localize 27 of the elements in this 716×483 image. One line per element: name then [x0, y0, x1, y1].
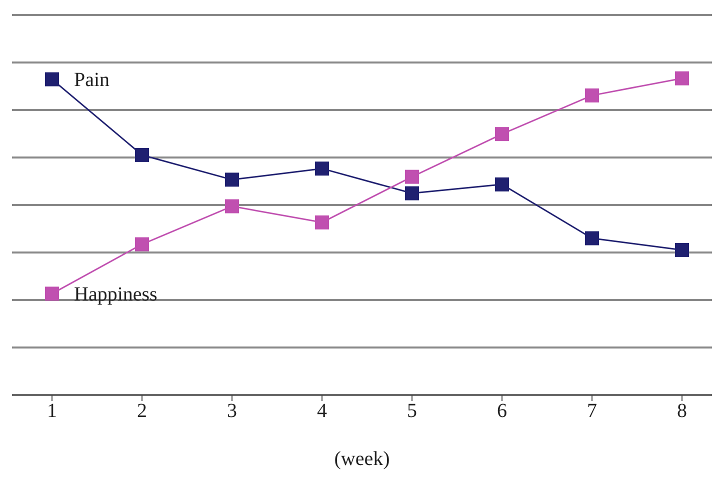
series-label: Pain — [74, 68, 110, 91]
point — [585, 231, 599, 246]
x-tick-label: 1 — [47, 400, 57, 422]
point — [45, 72, 59, 86]
x-tick-label: 5 — [407, 400, 417, 422]
x-tick-label: 6 — [497, 400, 507, 422]
point — [225, 172, 239, 187]
point — [495, 127, 509, 142]
x-tick-label: 2 — [137, 400, 147, 422]
point — [405, 186, 419, 200]
point — [225, 199, 239, 214]
x-tick-label: 7 — [587, 400, 597, 422]
x-tick-label: 4 — [317, 400, 327, 422]
point — [675, 71, 689, 86]
x-axis-title: (week) — [334, 448, 390, 470]
point — [315, 162, 329, 176]
point — [675, 242, 689, 257]
point — [495, 177, 509, 192]
point — [405, 170, 419, 184]
point — [45, 286, 59, 301]
x-tick-label: 3 — [227, 400, 237, 422]
x-tick-label: 8 — [677, 400, 687, 422]
point — [585, 88, 599, 102]
point — [135, 148, 149, 162]
point — [135, 237, 149, 252]
series-label: Happiness — [74, 283, 158, 306]
point — [315, 215, 329, 230]
